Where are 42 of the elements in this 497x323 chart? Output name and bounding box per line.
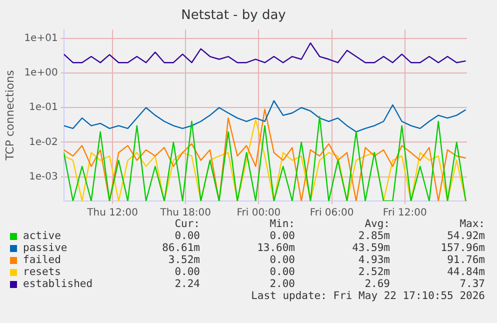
y-tick-label: 1e-03 [28, 171, 58, 182]
text: 0.00 [174, 230, 200, 242]
text: Max: [458, 218, 485, 230]
text: 2.52m [357, 266, 390, 278]
y-tick-label: 1e-01 [28, 102, 58, 114]
text: 4.93m [357, 254, 390, 266]
text: Last update: Fri May 22 17:10:55 2026 [250, 290, 485, 302]
text: 0.00 [174, 266, 200, 278]
text: 2.69 [364, 278, 390, 290]
x-tick-label: Thu 12:00 [86, 208, 138, 219]
text: 13.60m [256, 242, 295, 254]
y-tick-label: 1e+00 [24, 68, 58, 79]
legend-label: active [23, 230, 61, 242]
text: 0.00 [268, 230, 295, 242]
legend-label: resets [23, 266, 61, 278]
x-tick-label: Fri 00:00 [236, 208, 281, 219]
text: 157.96m [440, 242, 485, 254]
text: 7.37 [458, 278, 485, 290]
x-tick-label: Fri 12:00 [382, 208, 427, 219]
y-tick-label: 1e+01 [24, 33, 58, 44]
legend-label: passive [23, 242, 68, 254]
x-tick-label: Fri 06:00 [310, 208, 354, 219]
chart-title: Netstat - by day [181, 8, 286, 24]
text: Min: [268, 218, 295, 230]
text: 54.92m [446, 230, 485, 242]
text: 0.00 [268, 254, 295, 266]
x-tick-label: Thu 18:00 [159, 208, 212, 219]
text: 43.59m [351, 242, 390, 254]
text: Cur: [174, 218, 200, 230]
text: 2.00 [268, 278, 295, 290]
y-tick-label: 1e-02 [28, 136, 58, 148]
text: 44.84m [446, 266, 485, 278]
text: 2.85m [357, 230, 390, 242]
text: 86.61m [161, 242, 200, 254]
legend-label: established [23, 278, 93, 290]
legend-label: failed [23, 254, 61, 266]
text: 91.76m [446, 254, 485, 266]
text: 2.24 [174, 278, 200, 290]
text: Avg: [364, 218, 390, 230]
text: 3.52m [167, 254, 200, 266]
text: 0.00 [268, 266, 295, 278]
y-axis-title: TCP connections [3, 70, 16, 162]
